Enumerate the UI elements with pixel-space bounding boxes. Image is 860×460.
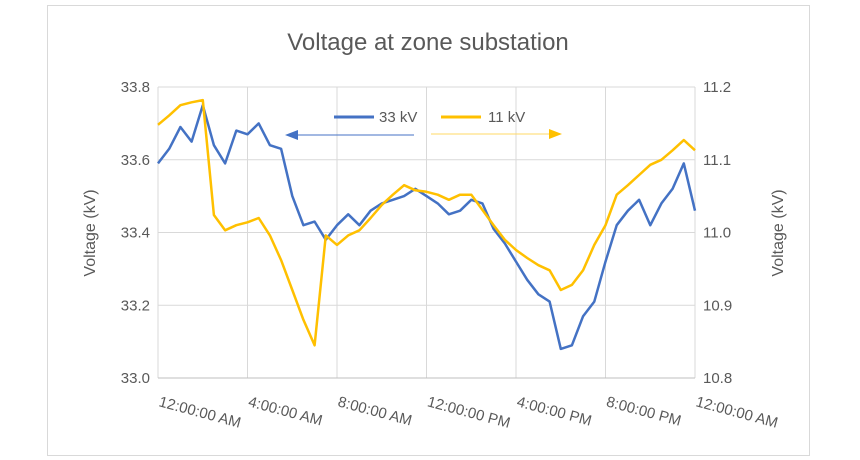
y2-tick-label: 10.9 [703, 297, 732, 314]
x-tick-label: 8:00:00 AM [336, 393, 414, 429]
series-line-11kv [157, 98, 696, 347]
y-tick-label: 33.2 [121, 297, 150, 314]
y2-tick-label: 11.2 [703, 79, 731, 96]
axis-arrow-33kv [285, 130, 414, 140]
arrow-left-icon [285, 130, 298, 140]
series-line-33kv [157, 103, 697, 351]
chart-frame [47, 5, 810, 456]
y-tick-label: 33.4 [121, 225, 150, 242]
arrow-right-icon [549, 129, 562, 139]
y-tick-label: 33.6 [121, 152, 150, 169]
gridlines [157, 86, 696, 379]
axis-arrow-11kv [431, 129, 562, 139]
legend-label-33kv: 33 kV [379, 109, 417, 126]
x-tick-label: 8:00:00 PM [604, 393, 683, 429]
legend: 33 kV 11 kV [334, 109, 525, 126]
left-axis-label: Voltage (kV) [82, 189, 99, 276]
legend-label-11kv: 11 kV [488, 109, 525, 126]
x-tick-label: 12:00:00 AM [694, 393, 780, 431]
right-axis-ticks: 10.8 10.9 11.0 11.1 11.2 [703, 79, 732, 387]
left-axis-ticks: 33.0 33.2 33.4 33.6 33.8 [121, 79, 150, 387]
y2-tick-label: 11.1 [703, 152, 731, 169]
y2-tick-label: 11.0 [703, 225, 731, 242]
x-tick-label: 4:00:00 PM [515, 393, 594, 429]
y-tick-label: 33.8 [121, 79, 150, 96]
x-tick-label: 4:00:00 AM [246, 393, 324, 429]
right-axis-label: Voltage (kV) [770, 189, 787, 276]
chart-title: Voltage at zone substation [287, 29, 569, 56]
y2-tick-label: 10.8 [703, 370, 732, 387]
x-tick-label: 12:00:00 AM [157, 393, 243, 431]
y-tick-label: 33.0 [121, 370, 150, 387]
series-lines [157, 98, 697, 351]
x-tick-label: 12:00:00 PM [425, 393, 512, 431]
x-axis-ticks: 12:00:00 AM 4:00:00 AM 8:00:00 AM 12:00:00 … [157, 393, 780, 431]
